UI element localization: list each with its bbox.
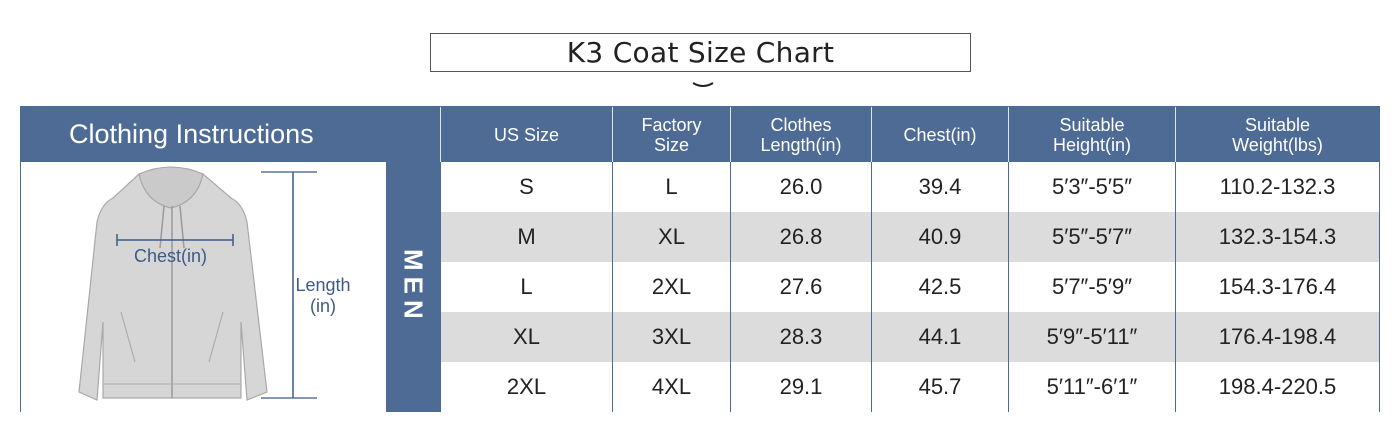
column-header-factory-size: Factory Size: [612, 107, 730, 162]
cell-suitable-weight: 176.4-198.4: [1175, 312, 1379, 362]
table-row: M XL 26.8 40.9 5′5″-5′7″ 132.3-154.3: [440, 212, 1379, 262]
cell-suitable-height: 5′9″-5′11″: [1008, 312, 1175, 362]
cell-chest: 42.5: [871, 262, 1008, 312]
column-header-us-size: US Size: [440, 107, 612, 162]
cell-factory-size: L: [612, 162, 730, 212]
table-header-row: US Size Factory Size Clothes Length(in) …: [440, 107, 1379, 162]
column-header-suitable-height: Suitable Height(in): [1008, 107, 1175, 162]
hoodie-illustration: [78, 166, 317, 401]
cell-suitable-height: 5′11″-6′1″: [1008, 362, 1175, 412]
cell-us-size: XL: [440, 312, 612, 362]
garment-illustration-panel: Chest(in) Length (in): [21, 162, 386, 412]
length-label-line1: Length: [295, 275, 351, 295]
size-chart: Clothing Instructions Chest(: [20, 106, 1380, 412]
clothing-instructions-header: Clothing Instructions: [21, 107, 440, 162]
cell-clothes-length: 26.0: [730, 162, 871, 212]
cell-factory-size: 3XL: [612, 312, 730, 362]
table-row: L 2XL 27.6 42.5 5′7″-5′9″ 154.3-176.4: [440, 262, 1379, 312]
cell-suitable-height: 5′7″-5′9″: [1008, 262, 1175, 312]
size-table: US Size Factory Size Clothes Length(in) …: [440, 107, 1379, 412]
length-measure-label: Length (in): [289, 275, 357, 317]
cell-factory-size: 2XL: [612, 262, 730, 312]
cell-chest: 44.1: [871, 312, 1008, 362]
cell-clothes-length: 29.1: [730, 362, 871, 412]
cell-clothes-length: 28.3: [730, 312, 871, 362]
gender-label-column: MEN: [386, 162, 440, 412]
column-header-suitable-weight: Suitable Weight(lbs): [1175, 107, 1379, 162]
cell-us-size: 2XL: [440, 362, 612, 412]
gender-label: MEN: [398, 249, 429, 325]
cell-factory-size: 4XL: [612, 362, 730, 412]
cell-suitable-weight: 154.3-176.4: [1175, 262, 1379, 312]
page-title: K3 Coat Size Chart: [430, 33, 971, 72]
title-underline-tick: [692, 82, 714, 87]
table-row: XL 3XL 28.3 44.1 5′9″-5′11″ 176.4-198.4: [440, 312, 1379, 362]
column-header-chest: Chest(in): [871, 107, 1008, 162]
table-row: 2XL 4XL 29.1 45.7 5′11″-6′1″ 198.4-220.5: [440, 362, 1379, 412]
cell-chest: 39.4: [871, 162, 1008, 212]
table-row: S L 26.0 39.4 5′3″-5′5″ 110.2-132.3: [440, 162, 1379, 212]
cell-chest: 40.9: [871, 212, 1008, 262]
cell-suitable-height: 5′5″-5′7″: [1008, 212, 1175, 262]
cell-suitable-weight: 110.2-132.3: [1175, 162, 1379, 212]
cell-chest: 45.7: [871, 362, 1008, 412]
cell-clothes-length: 26.8: [730, 212, 871, 262]
chest-measure-label: Chest(in): [134, 246, 208, 266]
cell-us-size: S: [440, 162, 612, 212]
cell-suitable-weight: 132.3-154.3: [1175, 212, 1379, 262]
cell-suitable-height: 5′3″-5′5″: [1008, 162, 1175, 212]
cell-suitable-weight: 198.4-220.5: [1175, 362, 1379, 412]
cell-us-size: L: [440, 262, 612, 312]
column-header-clothes-length: Clothes Length(in): [730, 107, 871, 162]
cell-clothes-length: 27.6: [730, 262, 871, 312]
cell-factory-size: XL: [612, 212, 730, 262]
cell-us-size: M: [440, 212, 612, 262]
length-label-line2: (in): [310, 296, 336, 316]
